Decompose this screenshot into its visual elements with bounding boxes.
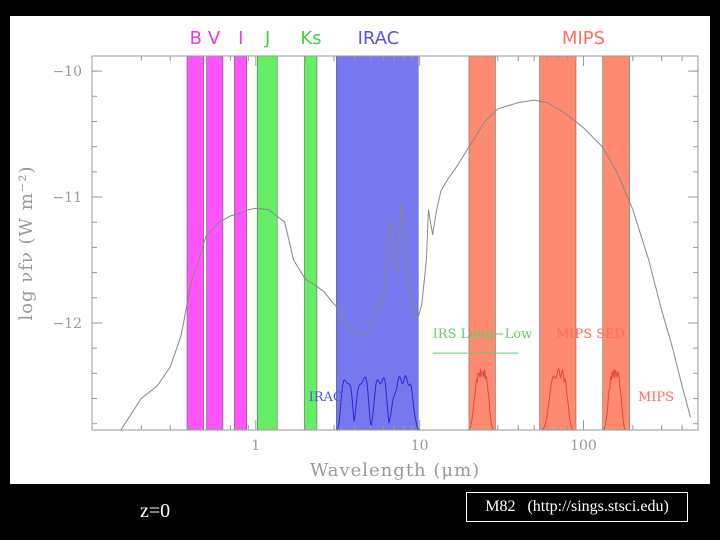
band-j xyxy=(256,55,278,431)
band-mips-70 xyxy=(539,55,577,431)
band-mips-160 xyxy=(602,55,630,431)
mips-filter-curves xyxy=(457,367,640,431)
band-i xyxy=(234,55,247,431)
band-label-mips: MIPS xyxy=(562,28,605,49)
band-label-j: J xyxy=(264,28,270,49)
redshift-label: z=0 xyxy=(140,500,171,522)
irac-filter-curves xyxy=(329,374,424,431)
band-label-v: V xyxy=(208,28,221,49)
annotation-3: MIPS xyxy=(638,390,674,405)
band-label-irac: IRAC xyxy=(358,28,400,49)
annotation-1: MIPS SED xyxy=(556,327,625,342)
annotation-0: IRS Long−Low xyxy=(433,327,533,342)
sed-chart: 1 10 100 −10 −11 −12 B V I J Ks IRAC MIPS IRS Long−Lo… xyxy=(16,28,699,481)
band-mips-24 xyxy=(468,55,496,431)
band-b xyxy=(186,55,204,431)
source-credit: M82 (http://sings.stsci.edu) xyxy=(466,492,688,522)
band-v xyxy=(206,55,224,431)
x-axis-title: Wavelength (μm) xyxy=(310,460,480,481)
band-irac xyxy=(336,55,419,431)
plot-panel: 1 10 100 −10 −11 −12 B V I J Ks IRAC MIPS IRS Long−Lo… xyxy=(10,16,710,484)
x-tick-label-1: 1 xyxy=(251,438,260,454)
plot-frame xyxy=(91,55,699,431)
x-tick-label-10: 10 xyxy=(411,438,429,454)
sed-line xyxy=(120,99,691,431)
y-tick-label: −12 xyxy=(52,316,82,332)
band-label-ks: Ks xyxy=(300,28,321,49)
annotation-2: IRAC xyxy=(309,390,343,405)
band-label-b: B xyxy=(190,28,202,49)
y-axis-title: log νfν (W m⁻²) xyxy=(16,165,37,320)
y-tick-label: −11 xyxy=(52,190,82,206)
x-tick-label-100: 100 xyxy=(570,438,597,454)
band-ks xyxy=(304,55,318,431)
y-tick-label: −10 xyxy=(52,64,82,80)
band-label-i: I xyxy=(238,28,243,49)
